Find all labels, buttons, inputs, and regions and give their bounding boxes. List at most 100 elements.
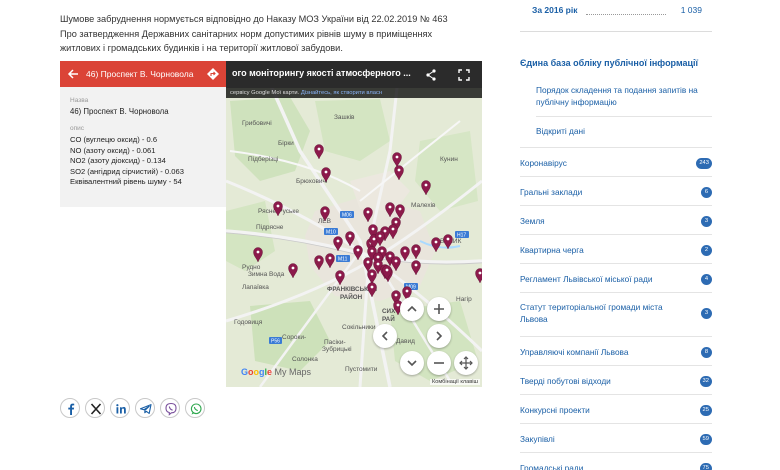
pan-left-button[interactable] — [373, 324, 397, 348]
category-label: Регламент Львівської міської ради — [520, 274, 653, 284]
map-marker-dot — [388, 205, 392, 209]
map-marker-dot — [370, 272, 374, 276]
count-badge: 75 — [699, 463, 712, 470]
map-label: Бірки — [278, 139, 294, 147]
map-marker[interactable] — [394, 165, 404, 181]
map-marker[interactable] — [288, 263, 298, 279]
map-marker[interactable] — [253, 247, 263, 263]
viber-share-button[interactable] — [160, 398, 180, 418]
directions-icon[interactable] — [206, 67, 220, 81]
keyboard-shortcuts-link[interactable]: Комбінації клавіш — [430, 379, 480, 385]
drag-handle-button[interactable] — [454, 351, 478, 375]
category-label: Статут територіальної громади міста Льво… — [520, 302, 663, 324]
google-my-maps-logo: Google My Maps — [241, 367, 312, 377]
map-marker[interactable] — [314, 255, 324, 271]
map-embed[interactable]: Зашків Грибовичі Бірки Брюховичі Малехів… — [60, 61, 482, 387]
map-marker[interactable] — [367, 282, 377, 298]
map-marker[interactable] — [443, 234, 453, 250]
map-marker[interactable] — [325, 253, 335, 269]
map-marker-dot — [414, 263, 418, 267]
public-info-db-title[interactable]: Єдина база обліку публічної інформації — [520, 58, 699, 68]
count-badge: 25 — [699, 405, 712, 416]
map-marker[interactable] — [392, 152, 402, 168]
pan-right-button[interactable] — [427, 324, 451, 348]
pan-down-button[interactable] — [400, 351, 424, 375]
name-label: Назва — [70, 97, 89, 104]
category-item[interactable]: Гральні заклади 6 — [520, 176, 712, 205]
x-share-button[interactable] — [85, 398, 105, 418]
map-marker[interactable] — [391, 256, 401, 272]
map-marker[interactable] — [395, 204, 405, 220]
map-label: Лапаївка — [242, 284, 269, 291]
category-item[interactable]: Коронавірус 243 — [520, 147, 712, 176]
map-marker[interactable] — [382, 265, 392, 281]
facebook-icon — [68, 403, 75, 415]
map-marker[interactable] — [321, 167, 331, 183]
share-icon[interactable] — [424, 68, 438, 82]
map-marker-dot — [370, 249, 374, 253]
whatsapp-share-button[interactable] — [185, 398, 205, 418]
zoom-out-button[interactable] — [427, 351, 451, 375]
map-marker[interactable] — [314, 144, 324, 160]
map-label: Кунин — [440, 156, 458, 163]
category-label: Гральні заклади — [520, 187, 583, 197]
map-marker[interactable] — [320, 206, 330, 222]
map-marker[interactable] — [385, 202, 395, 218]
category-item[interactable]: Тверді побутові відходи 32 — [520, 365, 712, 394]
linkedin-share-button[interactable] — [110, 398, 130, 418]
divider — [536, 116, 712, 117]
map-marker[interactable] — [411, 260, 421, 276]
category-item[interactable]: Квартирна черга 2 — [520, 234, 712, 263]
sidebar-item-request-procedure[interactable]: Порядок складення та подання запитів на … — [536, 85, 698, 107]
map-marker[interactable] — [391, 290, 401, 306]
map-marker-dot — [394, 259, 398, 263]
fullscreen-icon[interactable] — [457, 68, 471, 82]
map-notice-link[interactable]: Дізнайтесь, як створити власн — [300, 90, 383, 96]
map-marker[interactable] — [375, 231, 385, 247]
road-shield: M09 — [406, 285, 416, 291]
viber-icon — [165, 402, 177, 416]
category-label: Конкурсні проекти — [520, 405, 590, 415]
map-marker-dot — [434, 240, 438, 244]
category-item[interactable]: Громадські ради 75 — [520, 452, 712, 470]
map-marker[interactable] — [333, 236, 343, 252]
description-line: Еквівалентний рівень шуму - 54 — [70, 177, 182, 186]
map-marker[interactable] — [335, 270, 345, 286]
category-item[interactable]: Управляючі компанії Львова 8 — [520, 336, 712, 365]
map-marker[interactable] — [411, 244, 421, 260]
count-badge: 32 — [699, 376, 712, 387]
category-item[interactable]: Закупівлі 59 — [520, 423, 712, 452]
map-label: Сороки- — [282, 334, 306, 341]
map-marker[interactable] — [273, 201, 283, 217]
map-marker-dot — [324, 170, 328, 174]
category-item[interactable]: Статут територіальної громади міста Льво… — [520, 292, 712, 336]
map-label: Нагір — [456, 295, 472, 303]
map-marker[interactable] — [431, 237, 441, 253]
category-label: Квартирна черга — [520, 245, 584, 255]
zoom-in-button[interactable] — [427, 297, 451, 321]
map-label: Солонка — [292, 356, 318, 363]
map-marker[interactable] — [367, 269, 377, 285]
sidebar-item-open-data[interactable]: Відкриті дані — [536, 126, 585, 136]
telegram-share-button[interactable] — [135, 398, 155, 418]
map-marker[interactable] — [421, 180, 431, 196]
category-item[interactable]: Конкурсні проекти 25 — [520, 394, 712, 423]
pan-up-button[interactable] — [400, 297, 424, 321]
map-marker[interactable] — [402, 286, 412, 302]
category-item[interactable]: Регламент Львівської міської ради 4 — [520, 263, 712, 292]
category-item[interactable]: Земля 3 — [520, 205, 712, 234]
map-marker[interactable] — [345, 231, 355, 247]
map-marker-dot — [370, 285, 374, 289]
map-markers[interactable] — [253, 144, 483, 316]
map-marker-dot — [378, 234, 382, 238]
chevron-up-icon — [407, 305, 417, 312]
map-marker[interactable] — [388, 224, 398, 240]
map-marker[interactable] — [363, 257, 373, 273]
stats-row-2016[interactable]: За 2016 рік 1 039 — [532, 5, 702, 19]
map-marker[interactable] — [363, 207, 373, 223]
back-arrow-icon[interactable] — [66, 67, 80, 81]
map-marker[interactable] — [400, 246, 410, 262]
road-shield: M06 — [342, 213, 352, 219]
facebook-share-button[interactable] — [60, 398, 80, 418]
map-marker[interactable] — [353, 245, 363, 261]
